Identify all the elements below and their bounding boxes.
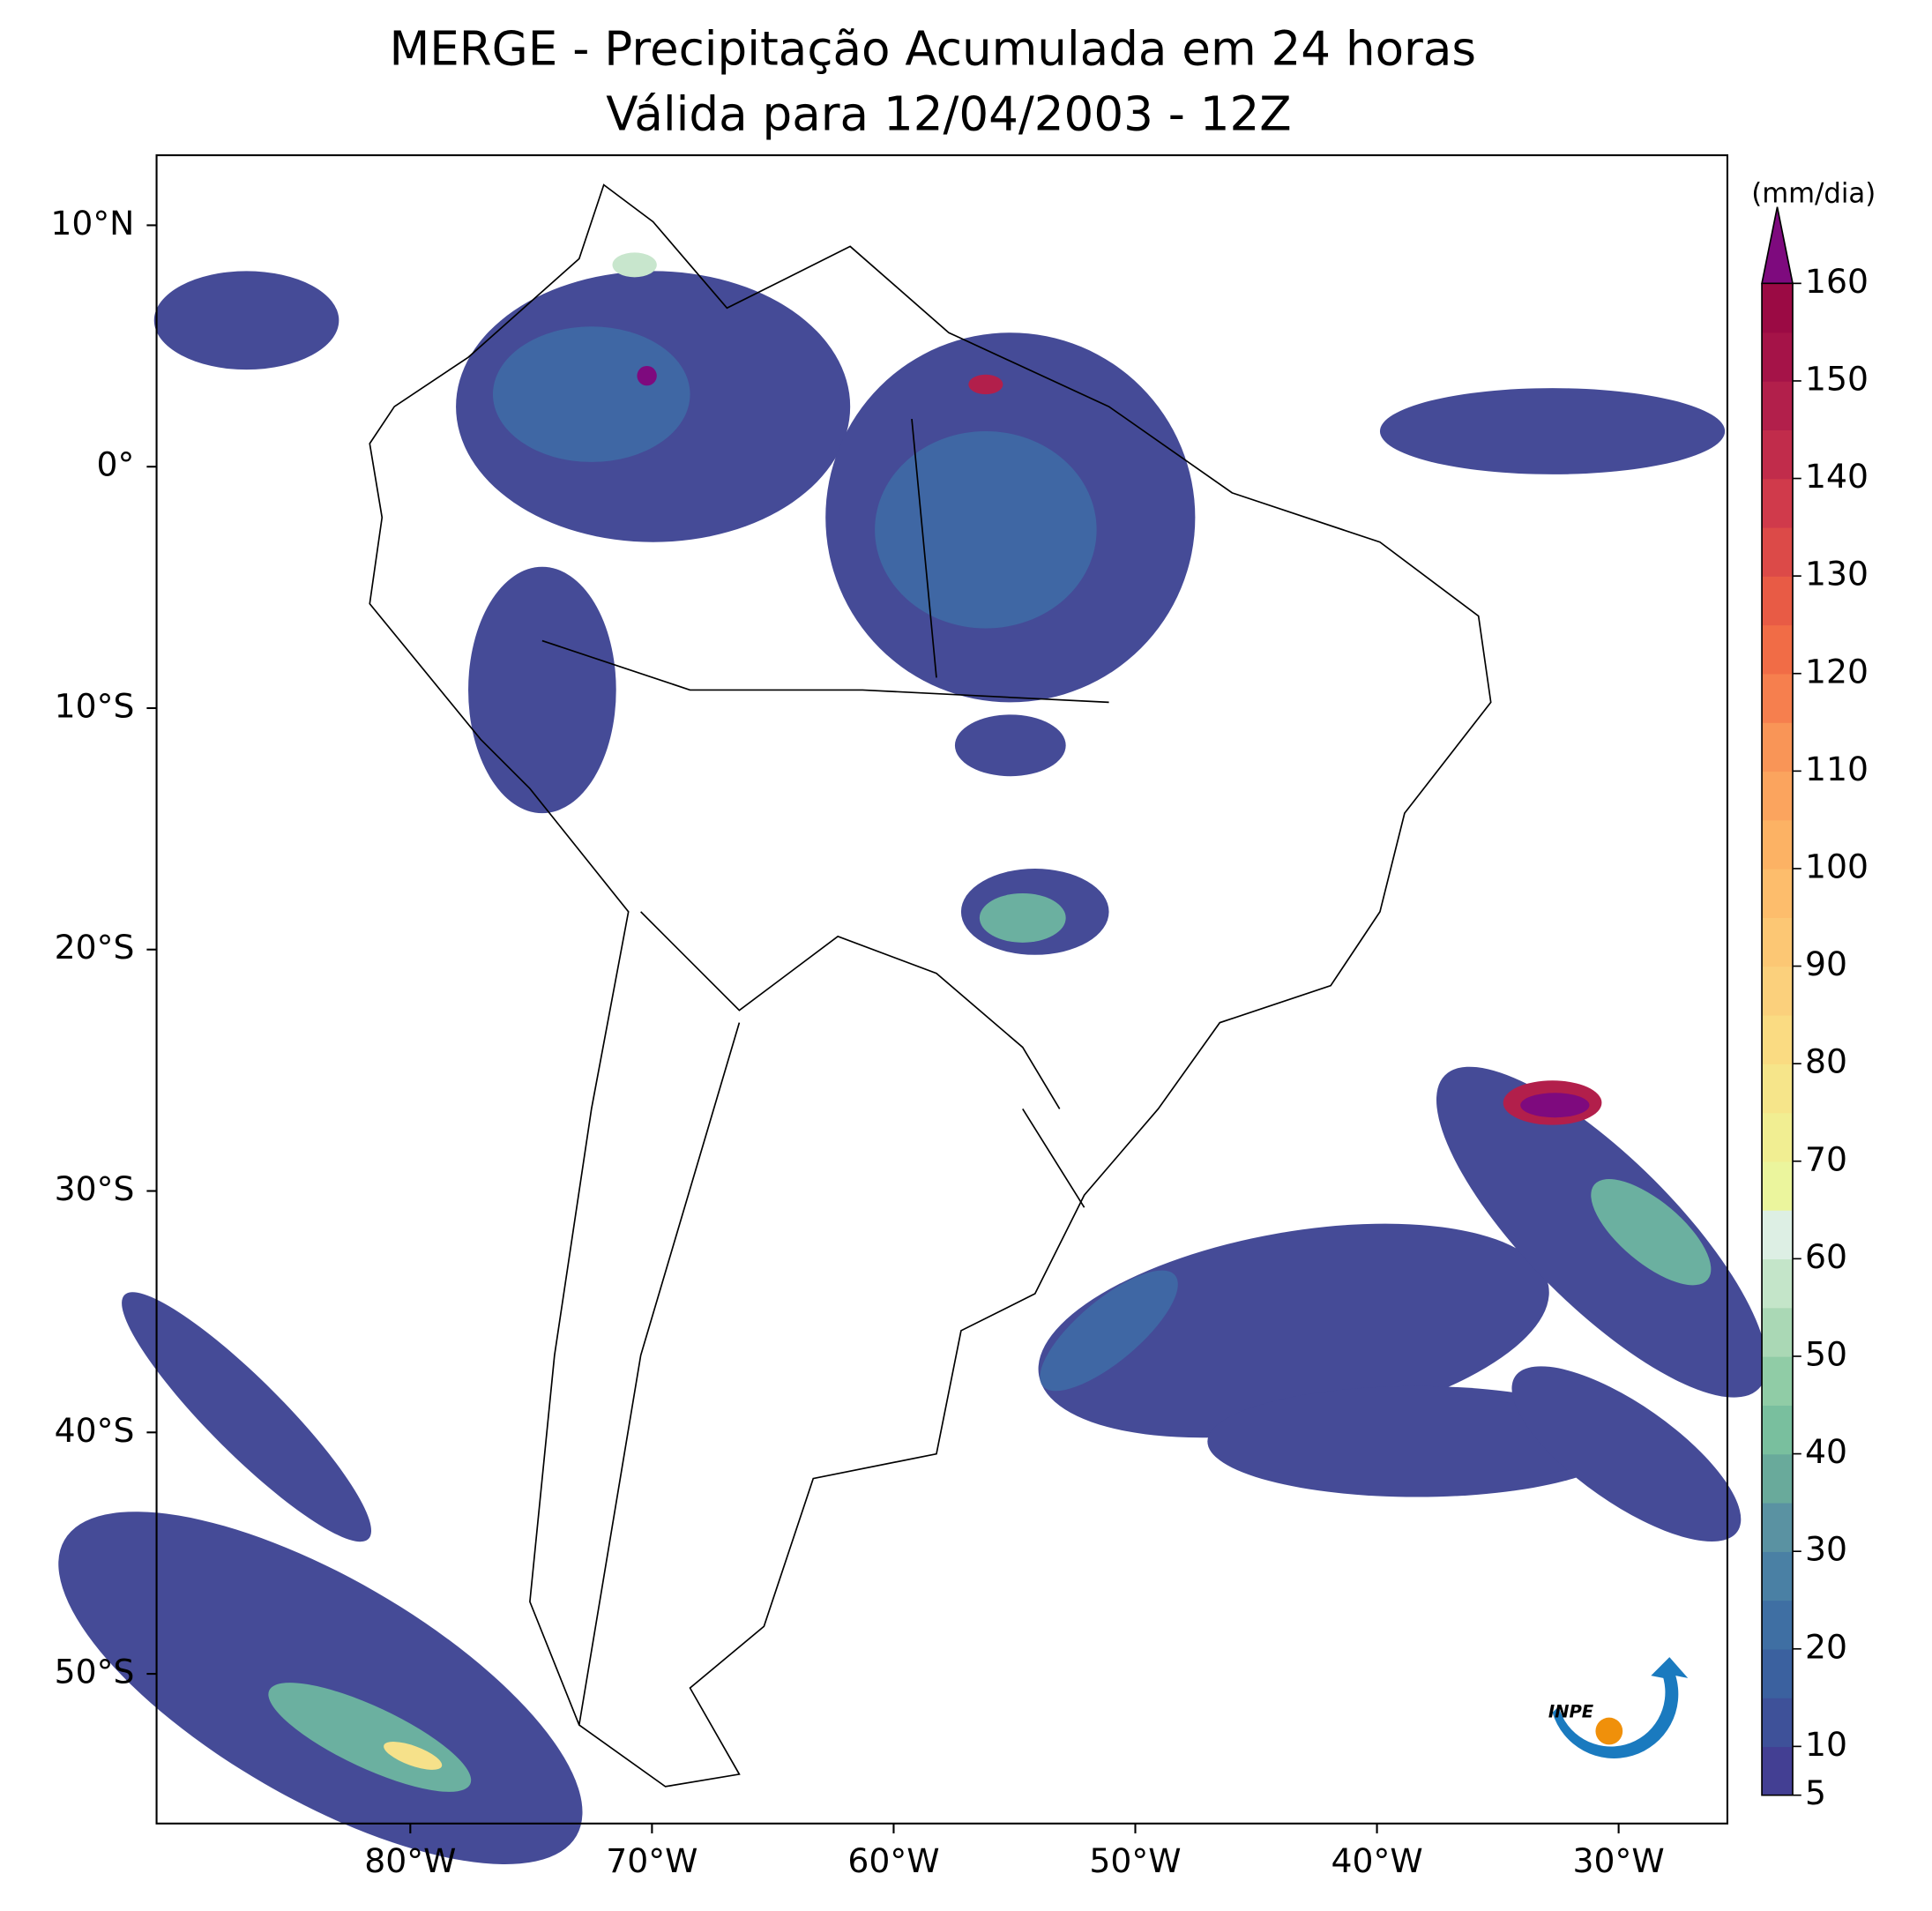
- colorbar-segment: [1762, 868, 1793, 918]
- colorbar-segment: [1762, 771, 1793, 821]
- colorbar-tick-label: 70: [1805, 1139, 1847, 1178]
- colorbar-segment: [1762, 1551, 1793, 1601]
- colorbar-tick-label: 50: [1805, 1334, 1847, 1373]
- logo: INPE: [1548, 1657, 1689, 1758]
- map-frame: [155, 153, 1728, 1825]
- colorbar-segment: [1762, 526, 1793, 577]
- colorbar-segment: [1762, 1014, 1793, 1064]
- y-tick-label: 10°N: [50, 204, 134, 243]
- colorbar-segment: [1762, 1112, 1793, 1162]
- y-tick-label: 0°: [97, 445, 135, 484]
- x-tick-label: 60°W: [847, 1841, 939, 1880]
- logo-text: INPE: [1548, 1702, 1594, 1722]
- borders: [541, 418, 1109, 1726]
- colorbar-tick-label: 150: [1805, 359, 1869, 398]
- colorbar-tick-label: 10: [1805, 1725, 1847, 1764]
- precipitation: [58, 252, 1767, 1865]
- colorbar-segment: [1762, 332, 1793, 382]
- colorbar-tick-label: 5: [1805, 1773, 1826, 1812]
- x-tick-label: 80°W: [364, 1841, 456, 1880]
- colorbar-segment: [1762, 673, 1793, 723]
- colorbar-segment: [1762, 966, 1793, 1016]
- colorbar-tick-label: 130: [1805, 555, 1869, 593]
- x-tick-label: 40°W: [1331, 1841, 1422, 1880]
- colorbar-tick-label: 20: [1805, 1627, 1847, 1666]
- x-tick-label: 70°W: [606, 1841, 697, 1880]
- colorbar-segment: [1762, 624, 1793, 675]
- y-tick-label: 20°S: [55, 928, 135, 967]
- colorbar-tick-label: 30: [1805, 1530, 1847, 1569]
- colorbar-tick-label: 160: [1805, 262, 1869, 301]
- colorbar-tick-label: 90: [1805, 944, 1847, 983]
- colorbar-segment: [1762, 722, 1793, 773]
- colorbar-tick-label: 40: [1805, 1432, 1847, 1471]
- colorbar-segment: [1762, 1600, 1793, 1650]
- colorbar-tick-label: 80: [1805, 1042, 1847, 1081]
- colorbar-segment: [1762, 819, 1793, 870]
- x-tick-label: 30°W: [1573, 1841, 1665, 1880]
- colorbar-segment: [1762, 1258, 1793, 1309]
- colorbar-segment: [1762, 917, 1793, 967]
- colorbar-segment: [1762, 478, 1793, 528]
- colorbar-segment: [1762, 1698, 1793, 1748]
- colorbar-segment: [1762, 1355, 1793, 1406]
- colorbar-segment: [1762, 1648, 1793, 1698]
- subtitle: Válida para 12/04/2003 - 12Z: [606, 86, 1291, 141]
- x-tick-label: 50°W: [1089, 1841, 1181, 1880]
- colorbar-tick-label: 100: [1805, 847, 1869, 885]
- colorbar-segment: [1762, 576, 1793, 626]
- colorbar-segment: [1762, 1210, 1793, 1260]
- colorbar-segment: [1762, 1064, 1793, 1114]
- y-tick-label: 10°S: [55, 686, 135, 725]
- colorbar-label: (mm/dia): [1751, 177, 1876, 209]
- colorbar-segment: [1762, 1161, 1793, 1211]
- colorbar-extend: [1761, 206, 1794, 285]
- colorbar-tick-label: 120: [1805, 652, 1869, 690]
- title: MERGE - Precipitação Acumulada em 24 hor…: [389, 21, 1476, 76]
- coastline: [369, 183, 1492, 1788]
- y-tick-label: 30°S: [55, 1169, 135, 1208]
- colorbar-tick-label: 140: [1805, 457, 1869, 496]
- colorbar-segment: [1762, 1307, 1793, 1357]
- colorbar-frame: [1761, 283, 1794, 1796]
- colorbar-tick-label: 60: [1805, 1237, 1847, 1276]
- colorbar-segment: [1762, 1502, 1793, 1552]
- colorbar-segment: [1762, 1746, 1793, 1796]
- y-tick-label: 50°S: [55, 1653, 135, 1691]
- colorbar-segment: [1762, 283, 1793, 333]
- colorbar-segment: [1762, 1405, 1793, 1455]
- y-tick-label: 40°S: [55, 1411, 135, 1450]
- colorbar-segment: [1762, 429, 1793, 480]
- colorbar-segment: [1762, 1453, 1793, 1504]
- colorbar-segment: [1762, 380, 1793, 430]
- colorbar-tick-label: 110: [1805, 750, 1869, 788]
